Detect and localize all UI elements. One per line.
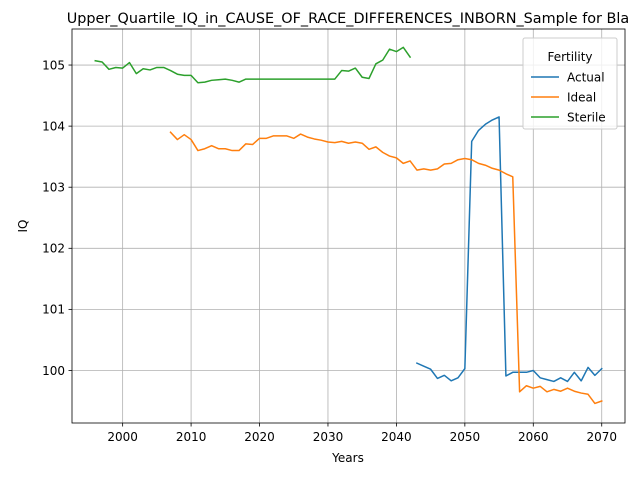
x-tick-label: 2020 [244,430,275,444]
x-axis-label: Years [331,451,364,465]
axis-ticks: 2000 2010 2020 2030 2040 2050 2060 2070 100 101 10… [42,58,617,444]
x-tick-label: 2000 [107,430,138,444]
x-tick-label: 2060 [518,430,549,444]
legend-box [522,37,618,130]
y-tick-label: 103 [42,181,65,195]
y-tick-label: 102 [42,242,65,256]
series-line-actual [415,116,603,383]
x-tick-label: 2050 [450,430,481,444]
legend-label-ideal: Ideal [567,90,596,104]
x-tick-label: 2030 [313,430,344,444]
y-tick-label: 100 [42,364,65,378]
y-tick-label: 104 [42,119,65,133]
legend-label-actual: Actual [567,70,605,84]
legend-entries: Actual Ideal Sterile [531,70,606,124]
x-tick-label: 2040 [381,430,412,444]
chart-title: Upper_Quartile_IQ_in_CAUSE_OF_RACE_DIFFE… [67,11,630,27]
x-tick-label: 2070 [586,430,617,444]
series-line-ideal [169,131,603,405]
legend-label-sterile: Sterile [567,110,606,124]
y-tick-label: 105 [42,58,65,72]
x-tick-label: 2010 [176,430,207,444]
y-axis-label: IQ [16,220,30,233]
plot-frame [71,28,626,424]
y-tick-label: 101 [42,303,65,317]
legend: Fertility Actual Ideal Sterile [522,37,618,130]
series-lines [94,46,603,405]
series-line-sterile [94,46,412,84]
legend-title: Fertility [547,50,592,64]
